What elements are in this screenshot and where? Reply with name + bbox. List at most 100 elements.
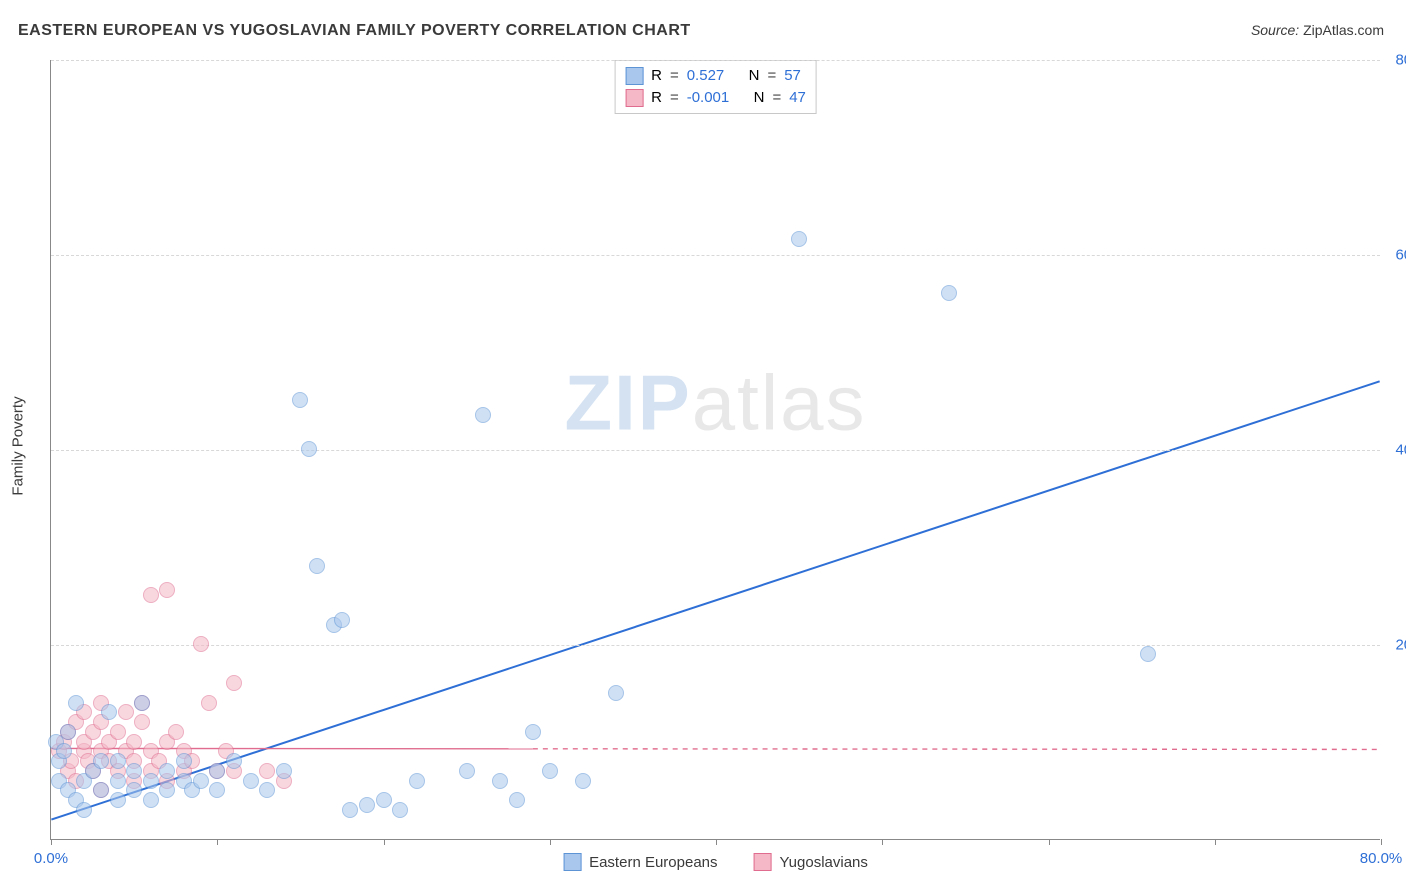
scatter-point (168, 724, 184, 740)
scatter-point (143, 773, 159, 789)
scatter-point (93, 782, 109, 798)
scatter-point (68, 695, 84, 711)
stats-r-label: R (651, 87, 662, 109)
scatter-point (226, 753, 242, 769)
x-tick-label-left: 0.0% (34, 850, 68, 867)
watermark: ZIPatlas (564, 357, 866, 448)
legend-label-eastern: Eastern Europeans (589, 854, 717, 871)
scatter-point (159, 782, 175, 798)
scatter-point (509, 792, 525, 808)
x-tick (1215, 839, 1216, 845)
scatter-point (176, 753, 192, 769)
scatter-point (525, 724, 541, 740)
y-axis-label: Family Poverty (10, 396, 27, 495)
stats-box: R = 0.527 N = 57 R = -0.001 N = 47 (614, 60, 817, 114)
scatter-point (334, 612, 350, 628)
legend-swatch-yugoslavian (754, 853, 772, 871)
scatter-point (76, 802, 92, 818)
scatter-point (60, 724, 76, 740)
swatch-yugoslavian (625, 89, 643, 107)
scatter-point (459, 763, 475, 779)
stats-r-label: R (651, 65, 662, 87)
scatter-point (193, 773, 209, 789)
scatter-point (56, 743, 72, 759)
scatter-point (309, 558, 325, 574)
source-label: Source: (1251, 22, 1299, 38)
scatter-point (941, 285, 957, 301)
x-tick (1049, 839, 1050, 845)
y-tick-label: 80.0% (1395, 52, 1406, 69)
plot-area: ZIPatlas R = 0.527 N = 57 R = -0.001 N =… (50, 60, 1380, 840)
stats-row-eastern: R = 0.527 N = 57 (625, 65, 806, 87)
scatter-point (110, 753, 126, 769)
stats-r-eastern: 0.527 (687, 65, 725, 87)
scatter-point (134, 695, 150, 711)
scatter-point (259, 763, 275, 779)
scatter-point (301, 441, 317, 457)
chart-title: EASTERN EUROPEAN VS YUGOSLAVIAN FAMILY P… (18, 22, 691, 40)
x-tick-label-right: 80.0% (1360, 850, 1403, 867)
scatter-point (126, 734, 142, 750)
bottom-legend: Eastern Europeans Yugoslavians (563, 853, 868, 871)
scatter-point (276, 763, 292, 779)
scatter-point (342, 802, 358, 818)
x-tick (550, 839, 551, 845)
scatter-point (1140, 646, 1156, 662)
grid-line (51, 645, 1380, 646)
y-tick-label: 40.0% (1395, 442, 1406, 459)
x-tick (882, 839, 883, 845)
scatter-point (159, 763, 175, 779)
source-value: ZipAtlas.com (1303, 22, 1384, 38)
scatter-point (492, 773, 508, 789)
scatter-point (209, 782, 225, 798)
scatter-point (110, 773, 126, 789)
equals-sign: = (670, 65, 679, 87)
scatter-point (475, 407, 491, 423)
scatter-point (126, 763, 142, 779)
scatter-point (409, 773, 425, 789)
scatter-point (259, 782, 275, 798)
scatter-point (110, 792, 126, 808)
stats-n-label: N (754, 87, 765, 109)
swatch-eastern (625, 67, 643, 85)
x-tick (1381, 839, 1382, 845)
source-attribution: Source: ZipAtlas.com (1251, 22, 1384, 38)
scatter-point (359, 797, 375, 813)
watermark-atlas: atlas (692, 358, 867, 446)
scatter-point (392, 802, 408, 818)
legend-item-eastern: Eastern Europeans (563, 853, 717, 871)
scatter-point (110, 724, 126, 740)
scatter-point (791, 231, 807, 247)
x-tick (51, 839, 52, 845)
stats-row-yugoslavian: R = -0.001 N = 47 (625, 87, 806, 109)
x-tick (716, 839, 717, 845)
scatter-point (93, 753, 109, 769)
scatter-point (575, 773, 591, 789)
watermark-ip: IP (614, 358, 692, 446)
grid-line (51, 255, 1380, 256)
scatter-point (143, 587, 159, 603)
y-tick-label: 60.0% (1395, 247, 1406, 264)
scatter-point (226, 675, 242, 691)
scatter-point (608, 685, 624, 701)
grid-line (51, 450, 1380, 451)
stats-n-eastern: 57 (784, 65, 801, 87)
x-tick (384, 839, 385, 845)
x-tick (217, 839, 218, 845)
legend-item-yugoslavian: Yugoslavians (754, 853, 868, 871)
scatter-point (193, 636, 209, 652)
stats-n-label: N (749, 65, 760, 87)
watermark-z: Z (564, 358, 614, 446)
scatter-point (126, 782, 142, 798)
scatter-point (292, 392, 308, 408)
legend-swatch-eastern (563, 853, 581, 871)
scatter-point (542, 763, 558, 779)
scatter-point (201, 695, 217, 711)
y-tick-label: 20.0% (1395, 637, 1406, 654)
scatter-point (118, 704, 134, 720)
scatter-point (134, 714, 150, 730)
stats-n-yugoslavian: 47 (789, 87, 806, 109)
equals-sign: = (772, 87, 781, 109)
scatter-point (159, 582, 175, 598)
equals-sign: = (767, 65, 776, 87)
